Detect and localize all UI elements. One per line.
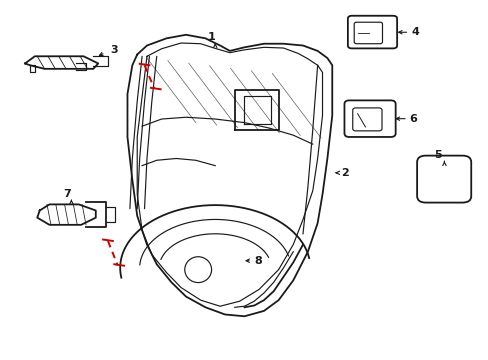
Text: 8: 8	[254, 256, 262, 266]
Text: 3: 3	[110, 45, 118, 55]
Text: 4: 4	[410, 27, 418, 37]
Text: 7: 7	[63, 189, 71, 199]
Text: 6: 6	[408, 114, 416, 124]
Text: 2: 2	[340, 168, 348, 178]
Text: 1: 1	[207, 32, 215, 41]
Text: 5: 5	[433, 150, 441, 160]
